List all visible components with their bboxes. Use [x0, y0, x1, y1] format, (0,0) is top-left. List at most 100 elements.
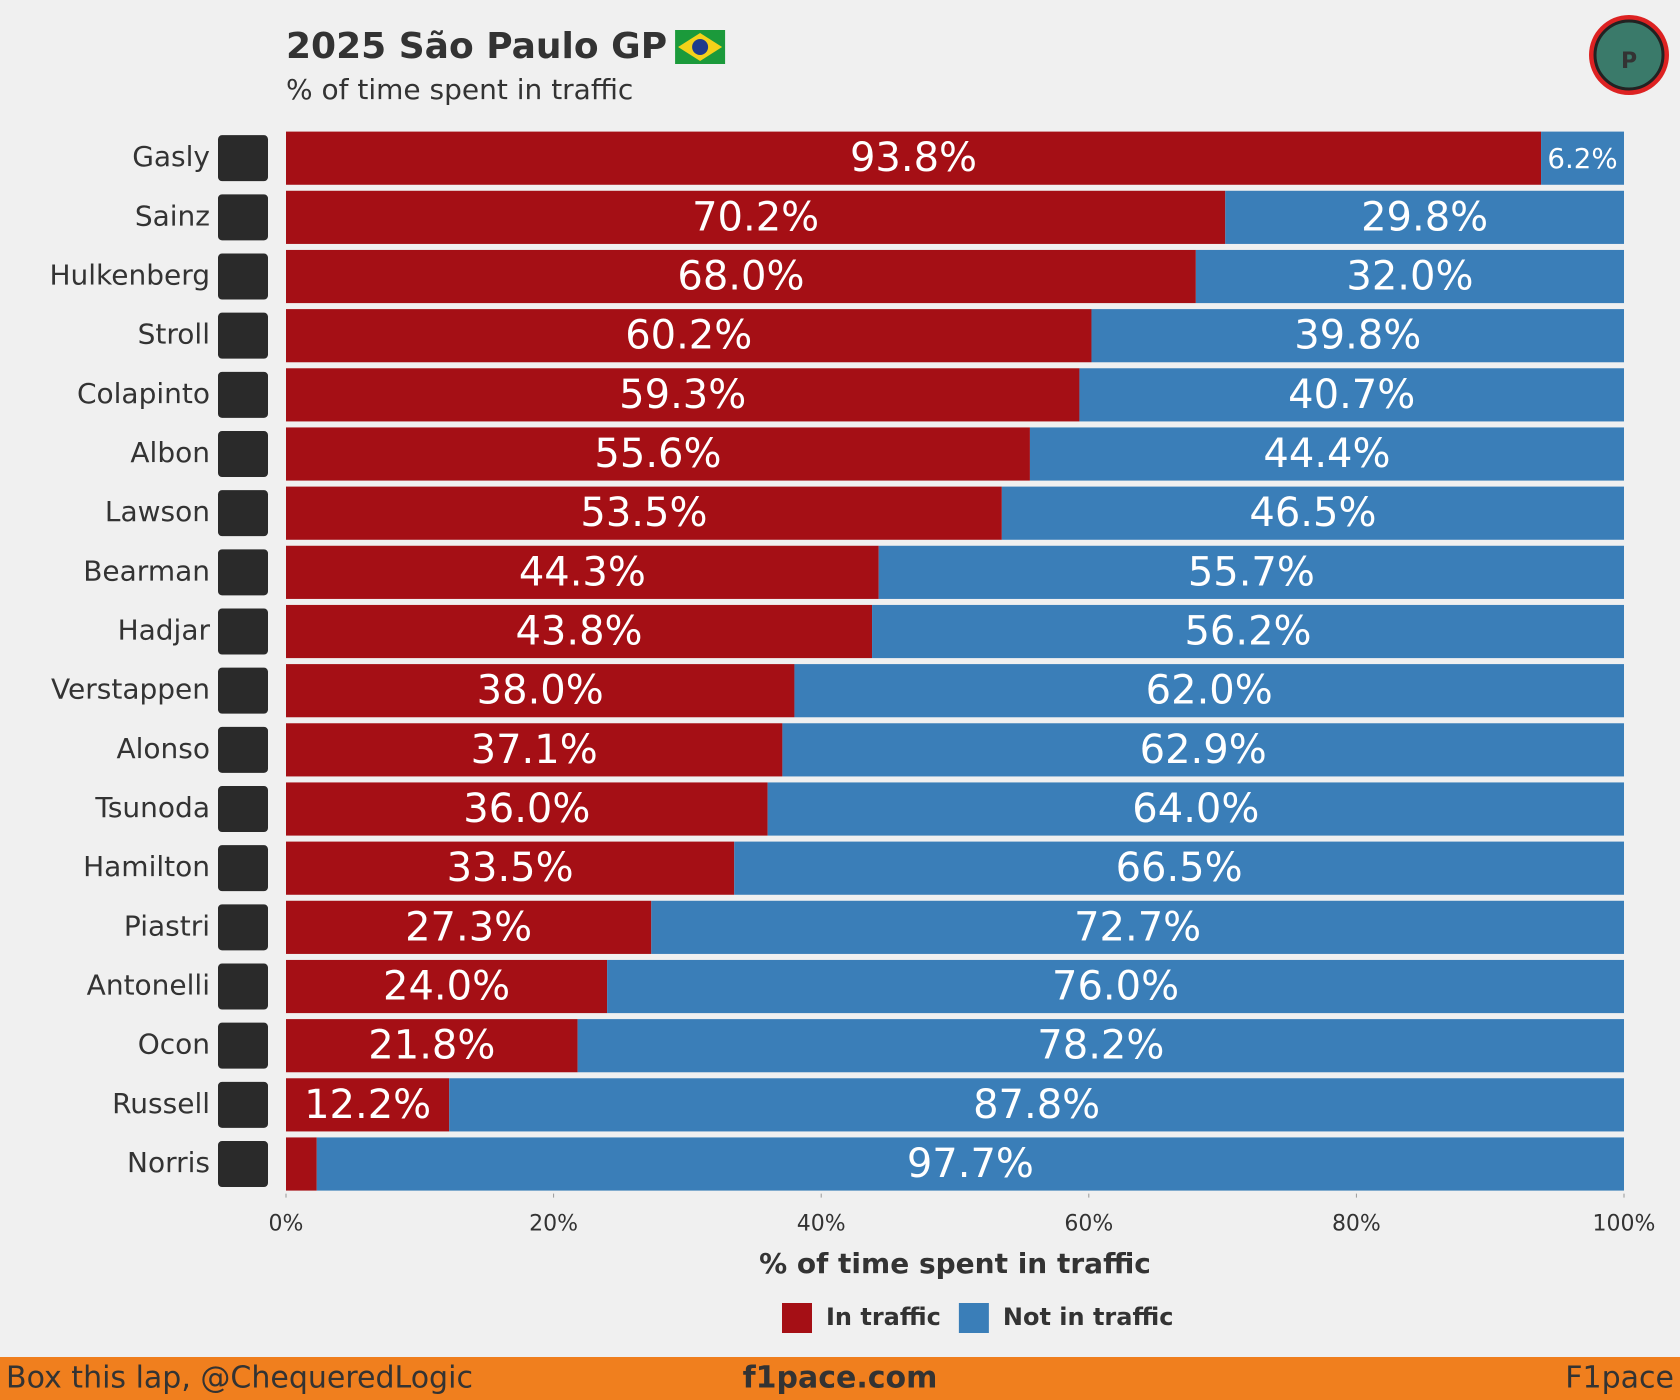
bar-segment [782, 723, 1624, 777]
value-label: 39.8% [1294, 313, 1421, 359]
flag [675, 30, 726, 64]
y-tick-label: Alonso [116, 732, 210, 765]
x-tick-label: 0% [269, 1212, 304, 1237]
legend-label: Not in traffic [1003, 1303, 1174, 1331]
bar-segment [767, 782, 1624, 836]
x-tick-label: 40% [797, 1212, 846, 1237]
bar-segment [1079, 368, 1624, 422]
value-label: 62.9% [1140, 727, 1267, 773]
footer-left: Box this lap, @ChequeredLogic [6, 1361, 473, 1396]
svg-text:P: P [1621, 49, 1637, 74]
y-tick-label: Bearman [83, 554, 210, 587]
team-logo [218, 608, 268, 655]
x-tick-label: 60% [1064, 1212, 1113, 1237]
y-tick-label: Tsunoda [94, 791, 210, 824]
bar-segment [286, 427, 1030, 481]
value-label: 55.6% [594, 431, 721, 477]
bar-segment [286, 1078, 450, 1132]
value-label: 44.4% [1263, 431, 1390, 477]
value-label: 55.7% [1188, 549, 1315, 595]
y-tick-label: Norris [127, 1146, 210, 1179]
value-label: 68.0% [677, 254, 804, 300]
team-logo [218, 549, 268, 596]
bar-segment [286, 664, 795, 718]
team-logo [218, 726, 268, 773]
bar-segment [878, 545, 1624, 599]
bar-segment [286, 486, 1002, 540]
value-label: 32.0% [1346, 254, 1473, 300]
bar-segment [607, 959, 1624, 1014]
value-label: 40.7% [1288, 372, 1415, 418]
team-logo [218, 1022, 268, 1069]
team-logo [218, 904, 268, 951]
y-tick-label: Gasly [132, 140, 210, 173]
bar-segment [286, 900, 652, 954]
bar-segment [286, 368, 1080, 422]
chart-title: 2025 São Paulo GP [286, 26, 667, 67]
bar-segment [1091, 309, 1624, 363]
x-tick-label: 20% [529, 1212, 578, 1237]
value-label: 43.8% [515, 609, 642, 655]
x-tick-label: 80% [1332, 1212, 1381, 1237]
y-tick-label: Albon [130, 436, 210, 469]
y-tick-label: Russell [112, 1087, 210, 1120]
team-logo [218, 253, 268, 300]
value-label: 93.8% [850, 135, 977, 181]
value-label: 60.2% [625, 313, 752, 359]
value-label: 64.0% [1132, 786, 1259, 832]
footer-right: F1pace [1565, 1361, 1674, 1396]
value-label: 27.3% [405, 904, 532, 950]
y-tick-label: Ocon [138, 1028, 210, 1061]
bar-segment [286, 309, 1092, 363]
team-logo [218, 490, 268, 537]
team-logo [218, 312, 268, 359]
brand-logo: P [1589, 15, 1669, 95]
y-tick-label: Hamilton [83, 850, 210, 883]
value-label: 21.8% [368, 1023, 495, 1069]
legend-swatch [782, 1303, 812, 1333]
value-label: 97.7% [907, 1141, 1034, 1187]
team-logo [218, 431, 268, 478]
bar-segment [577, 1019, 1624, 1073]
value-label: 66.5% [1116, 845, 1243, 891]
value-label: 59.3% [619, 372, 746, 418]
x-axis-label: % of time spent in traffic [759, 1247, 1151, 1280]
value-label: 46.5% [1249, 490, 1376, 536]
bar-segment [286, 723, 783, 777]
value-label: 37.1% [471, 727, 598, 773]
value-label: 72.7% [1074, 904, 1201, 950]
bar-segment [449, 1078, 1625, 1132]
value-label: 53.5% [580, 490, 707, 536]
value-label: 12.2% [304, 1082, 431, 1128]
y-tick-label: Piastri [124, 909, 210, 942]
value-label: 44.3% [519, 549, 646, 595]
bar-segment [316, 1137, 1625, 1191]
bar-segment [286, 1137, 317, 1191]
team-logo [218, 963, 268, 1010]
team-logo [218, 371, 268, 418]
team-logo [218, 786, 268, 833]
legend-swatch [958, 1303, 989, 1333]
value-label: 24.0% [383, 964, 510, 1010]
value-label: 36.0% [463, 786, 590, 832]
y-tick-label: Colapinto [77, 377, 210, 410]
bar-segment [286, 1019, 578, 1073]
bar-segment [1029, 427, 1624, 481]
bar-segment [286, 131, 1542, 185]
bar-segment [286, 249, 1196, 304]
value-label: 29.8% [1361, 194, 1488, 240]
value-label: 38.0% [477, 668, 604, 714]
x-tick-label: 100% [1593, 1212, 1656, 1237]
y-tick-label: Hulkenberg [49, 259, 210, 292]
team-logo [218, 1141, 268, 1188]
bar-segment [872, 604, 1624, 659]
bar-segment [286, 782, 768, 836]
value-label: 70.2% [692, 194, 819, 240]
y-tick-label: Antonelli [87, 969, 210, 1002]
y-tick-label: Lawson [105, 495, 210, 528]
bar-segment [286, 959, 608, 1014]
value-label: 56.2% [1184, 609, 1311, 655]
value-label: 87.8% [973, 1082, 1100, 1128]
bar-segment [734, 841, 1624, 895]
